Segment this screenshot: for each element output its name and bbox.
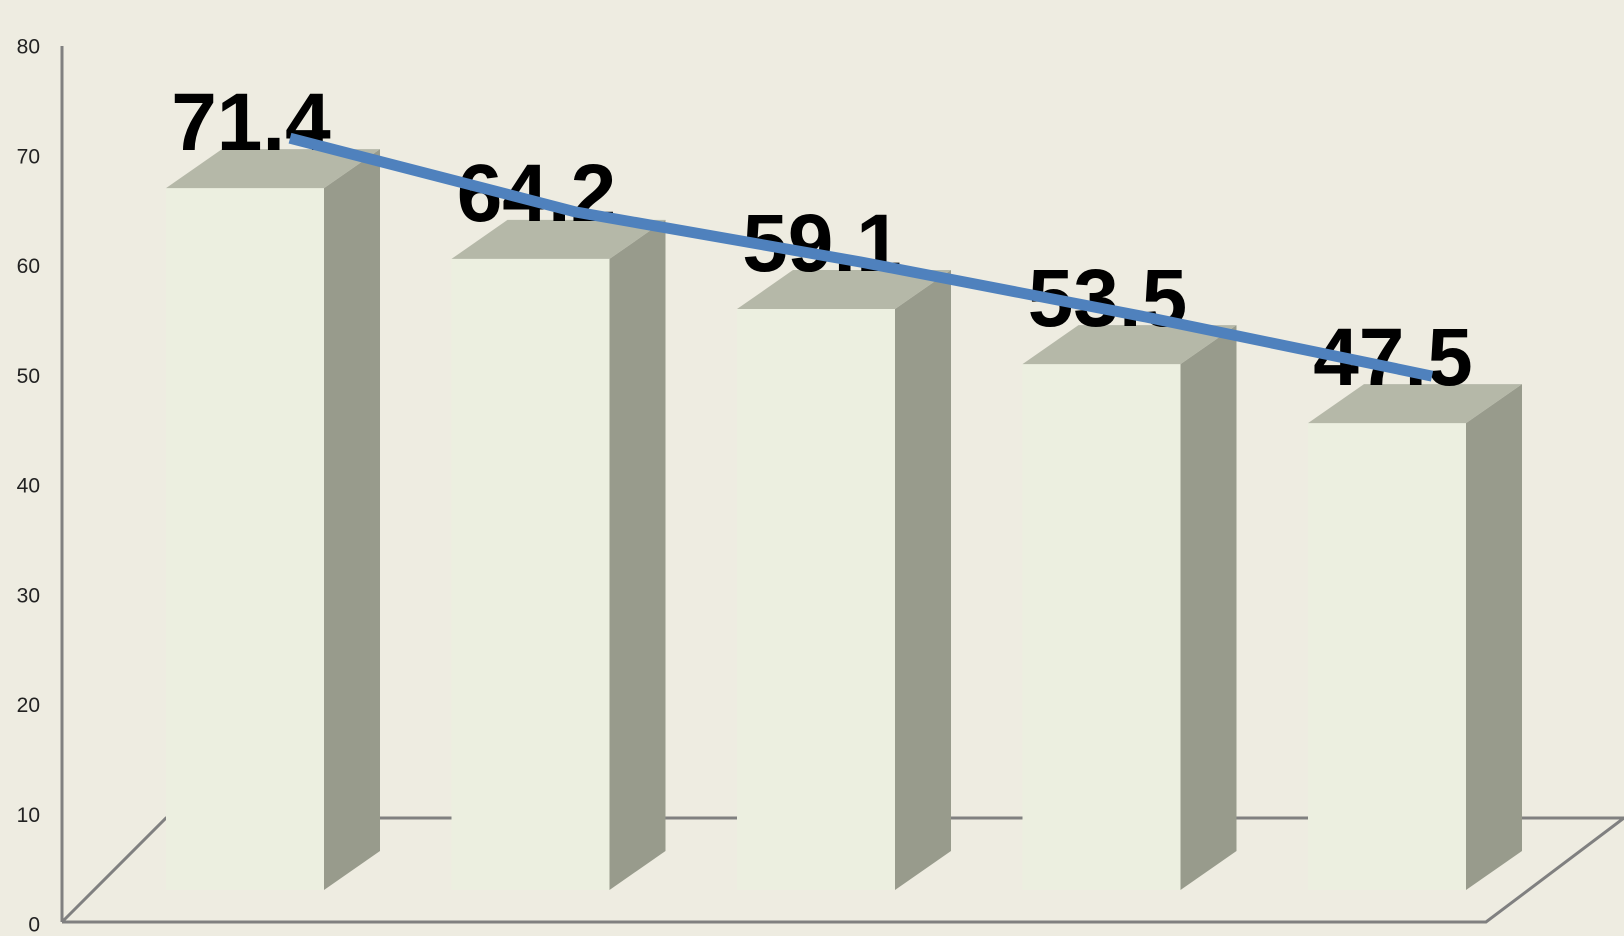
bar	[451, 219, 666, 890]
data-label: 64.2	[457, 148, 617, 239]
trend-line-group	[288, 132, 1434, 382]
y-tick-label: 10	[17, 804, 40, 827]
bar-top-face	[1022, 325, 1237, 365]
bar	[1022, 325, 1237, 891]
bar	[166, 149, 380, 890]
data-label: 71.4	[171, 77, 331, 168]
bar-front-face	[166, 188, 324, 890]
bar-side-face	[324, 149, 380, 890]
bar-front-face	[737, 309, 895, 890]
y-axis: 0 10 20 30 40 50 60 70 80	[17, 36, 64, 936]
y-tick-label: 0	[28, 914, 40, 936]
bar-group	[166, 149, 1522, 891]
chart-floor	[60, 816, 1624, 924]
bar-side-face	[1466, 384, 1522, 890]
bar-top-face	[166, 149, 380, 189]
bar-front-face	[451, 258, 610, 890]
bar	[737, 270, 951, 890]
y-tick-label: 50	[17, 365, 40, 388]
bar-front-face	[1308, 423, 1466, 890]
bar-side-face	[609, 219, 666, 890]
y-tick-label: 30	[17, 584, 40, 607]
floor-outline	[60, 816, 1624, 924]
bar-top-face	[451, 219, 666, 259]
bar-top-face	[1308, 384, 1522, 424]
bar-front-face	[1022, 364, 1181, 891]
bar-side-face	[895, 270, 951, 890]
y-tick-label: 60	[17, 255, 40, 278]
y-tick-label: 20	[17, 694, 40, 717]
y-tick-label: 40	[17, 475, 40, 498]
y-tick-label: 80	[17, 36, 40, 59]
trend-line	[288, 132, 1434, 382]
bar	[1308, 384, 1522, 890]
y-tick-label: 70	[17, 145, 40, 168]
bar-top-face	[737, 270, 951, 310]
bar-side-face	[1180, 325, 1237, 891]
